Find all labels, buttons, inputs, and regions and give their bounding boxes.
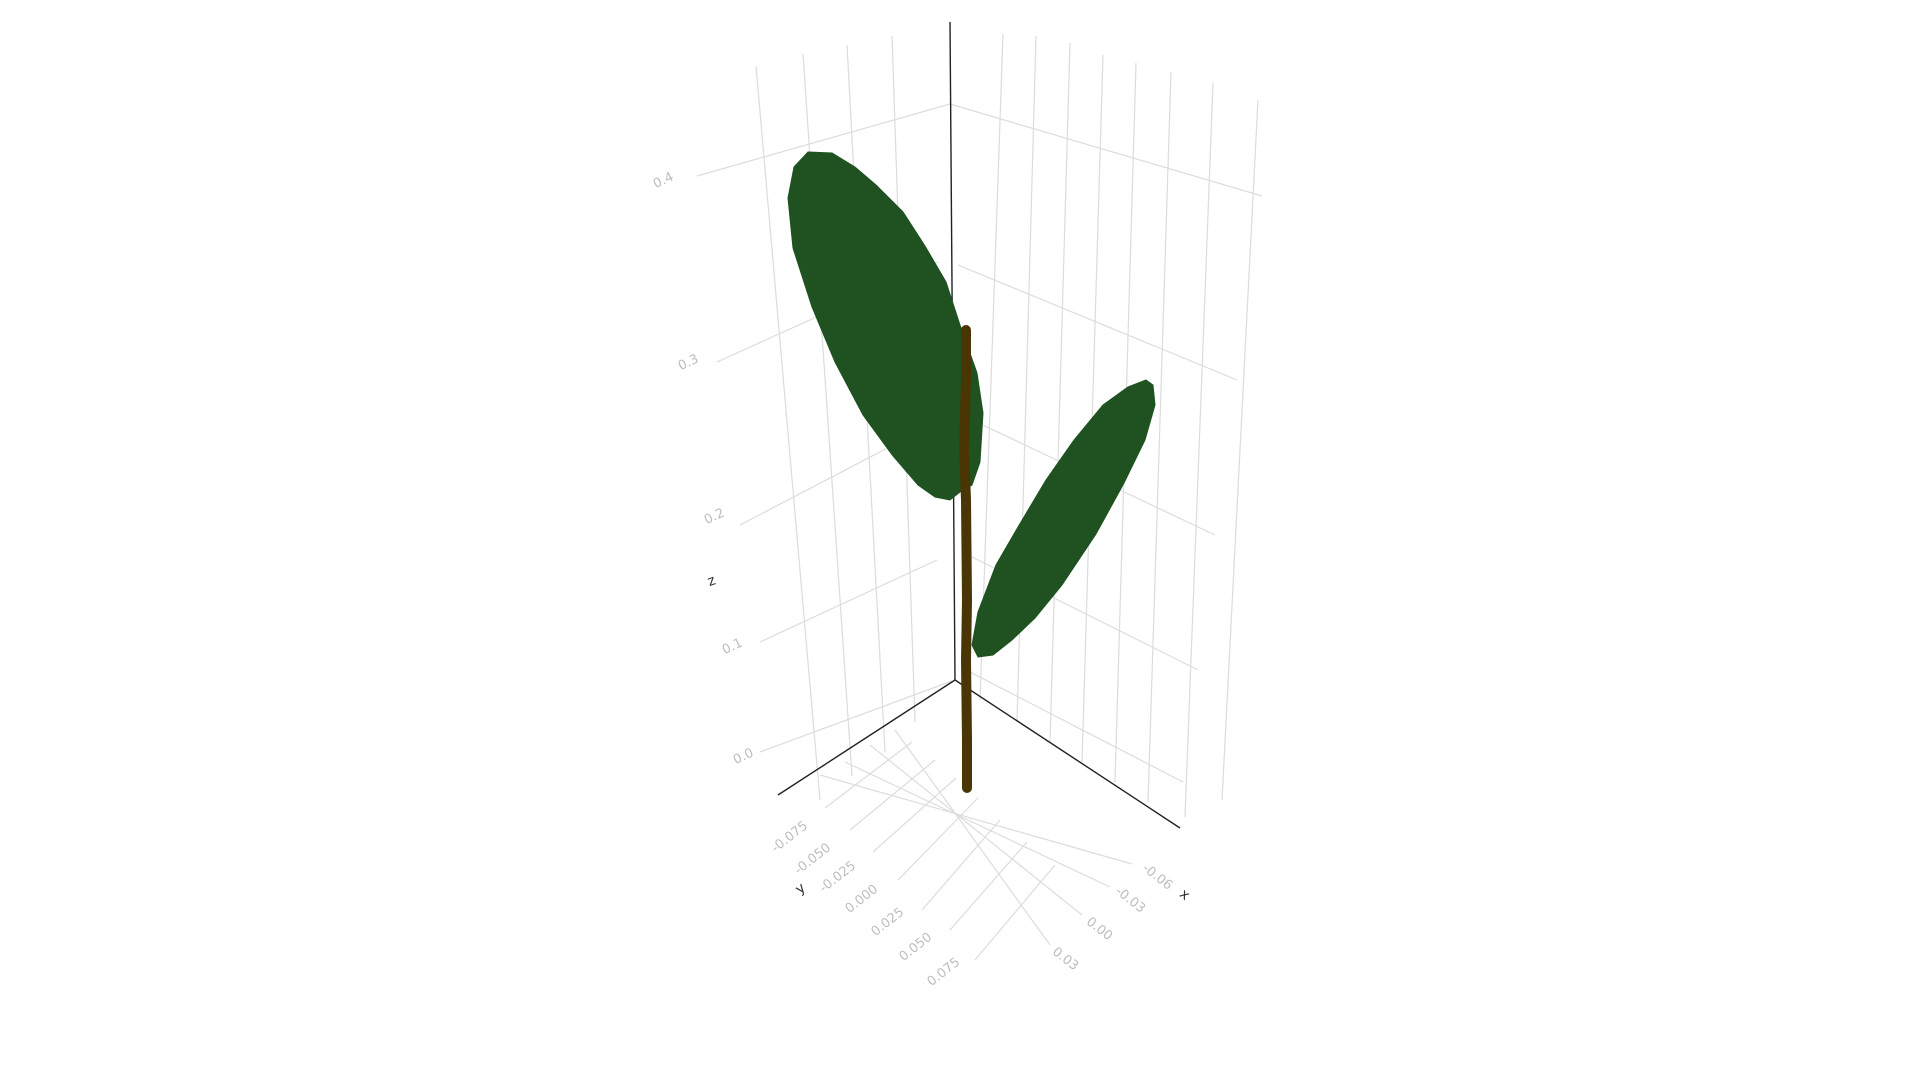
x-axis-title: x: [1176, 886, 1192, 904]
gridline-x-floor: [869, 744, 1083, 916]
stem: [958, 325, 973, 793]
gridline-y-floor: [872, 777, 957, 853]
z-tick-label: 0.1: [720, 636, 745, 658]
gridline-y-floor: [824, 741, 913, 809]
gridline-z: [696, 103, 951, 177]
gridline-right-vertical: [1049, 42, 1071, 743]
gridline-right-vertical: [1184, 82, 1214, 818]
y-tick-label: 0.075: [925, 955, 964, 990]
gridline-right-vertical: [1221, 99, 1259, 801]
x-axis-line: [954, 679, 1181, 829]
gridline-right-vertical: [1081, 54, 1104, 763]
gridline-y-floor: [949, 841, 1028, 931]
gridline-right-vertical: [1147, 71, 1172, 803]
x-tick-label: -0.03: [1112, 884, 1148, 917]
gridline-x-floor: [819, 774, 1133, 865]
y-tick-label: 0.025: [869, 905, 908, 940]
gridline-left-vertical: [755, 65, 821, 801]
y-tick-label: -0.025: [817, 858, 859, 896]
gridline-x-floor: [894, 729, 1051, 946]
y-axis-line: [777, 679, 956, 796]
y-axis-title: y: [792, 880, 808, 898]
grid-layer: [696, 33, 1263, 961]
y-tick-label: -0.050: [792, 840, 834, 878]
z-tick-label: 0.3: [676, 352, 701, 374]
z-tick-label: 0.4: [651, 170, 676, 192]
upper-leaf: [787, 151, 984, 501]
gridline-y-floor: [897, 797, 979, 881]
gridline-right-vertical: [979, 33, 1004, 701]
gridline-z-right: [969, 671, 1184, 783]
y-tick-label: 0.050: [897, 930, 936, 965]
gridline-y-floor: [921, 819, 1001, 911]
x-tick-label: 0.03: [1049, 944, 1081, 974]
y-tick-label: -0.075: [769, 818, 811, 856]
gridline-z-right: [949, 103, 1263, 197]
z-axis-title: z: [705, 572, 717, 590]
gridline-x-floor: [844, 761, 1111, 888]
lower-leaf: [971, 379, 1156, 658]
x-tick-label: -0.06: [1139, 861, 1175, 894]
z-tick-label: 0.2: [702, 506, 727, 528]
z-tick-label: 0.0: [731, 746, 756, 768]
gridline-y-floor: [849, 759, 936, 831]
y-tick-label: 0.000: [843, 882, 882, 917]
gridline-z: [759, 559, 938, 643]
x-tick-label: 0.00: [1083, 914, 1115, 944]
gridline-z-right: [957, 264, 1238, 381]
gridline-y-floor: [974, 864, 1056, 961]
object-layer: [787, 151, 1156, 793]
gridline-z: [759, 680, 953, 753]
